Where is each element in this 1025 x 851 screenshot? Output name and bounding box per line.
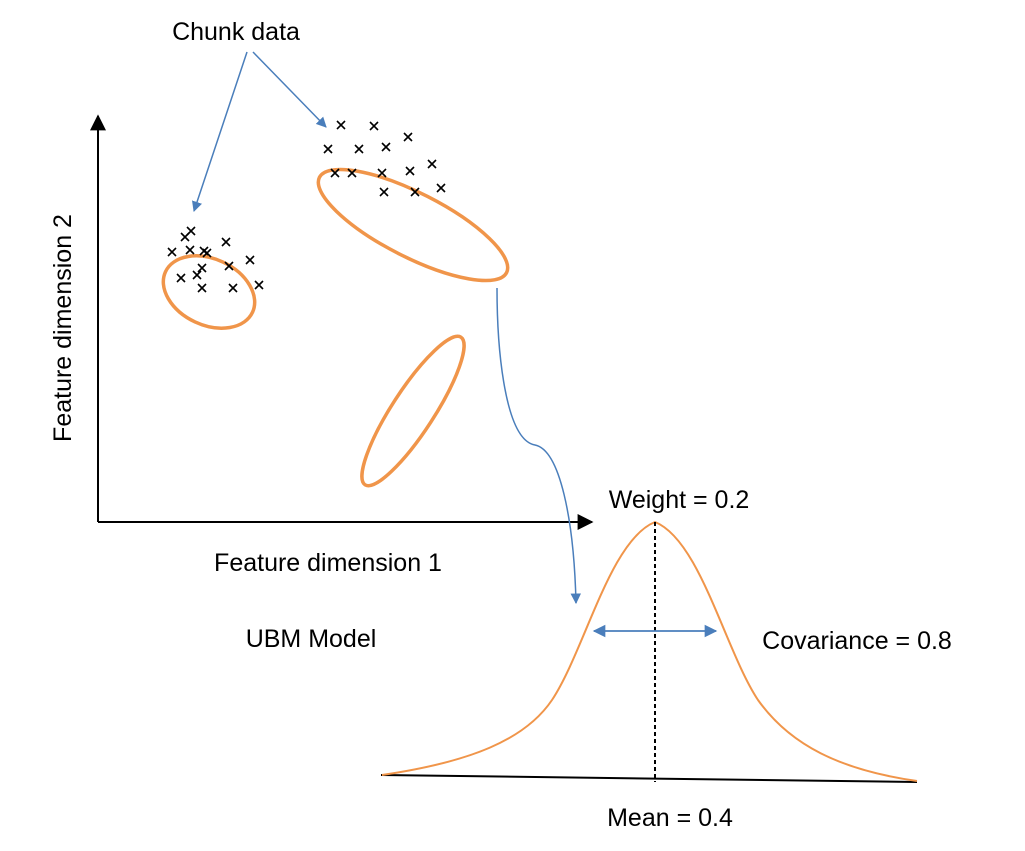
cross-icon <box>167 247 177 257</box>
component-connector-arrow <box>496 287 582 605</box>
mean-label: Mean = 0.4 <box>607 804 733 832</box>
gaussian-ellipse-tilted <box>360 334 466 488</box>
model-label: UBM Model <box>246 625 377 653</box>
cross-icon <box>197 263 207 273</box>
cross-icon <box>427 159 437 169</box>
covariance-label: Covariance = 0.8 <box>762 627 952 655</box>
cross-icon <box>185 245 195 255</box>
gaussian-baseline <box>380 774 918 783</box>
gaussian-ellipse-large <box>316 167 510 283</box>
cross-icon <box>224 261 234 271</box>
cross-icon <box>347 168 357 178</box>
chunk-data-label: Chunk data <box>172 18 300 46</box>
x-axis-label: Feature dimension 1 <box>214 549 442 577</box>
cross-icon <box>405 166 415 176</box>
cross-icon <box>228 283 238 293</box>
cross-icon <box>436 183 446 193</box>
data-points-left <box>167 226 264 293</box>
cross-icon <box>245 255 255 265</box>
cross-icon <box>221 237 231 247</box>
cross-icon <box>403 132 413 142</box>
cross-icon <box>202 248 212 258</box>
cross-icon <box>377 168 387 178</box>
cross-icon <box>381 142 391 152</box>
data-points-right <box>323 120 446 197</box>
cross-icon <box>336 120 346 130</box>
cross-icon <box>379 187 389 197</box>
cross-icon <box>192 270 202 280</box>
cross-icon <box>176 273 186 283</box>
cross-icon <box>254 280 264 290</box>
chunk-arrow-left <box>192 51 248 212</box>
weight-label: Weight = 0.2 <box>609 486 750 514</box>
cross-icon <box>369 121 379 131</box>
cross-icon <box>323 144 333 154</box>
cross-icon <box>197 283 207 293</box>
cross-icon <box>180 232 190 242</box>
gaussian-ellipse-small <box>161 254 257 330</box>
y-axis-label: Feature dimension 2 <box>49 214 77 442</box>
cross-icon <box>410 187 420 197</box>
cross-icon <box>354 144 364 154</box>
cross-icon <box>330 168 340 178</box>
chunk-arrow-right <box>252 51 327 128</box>
